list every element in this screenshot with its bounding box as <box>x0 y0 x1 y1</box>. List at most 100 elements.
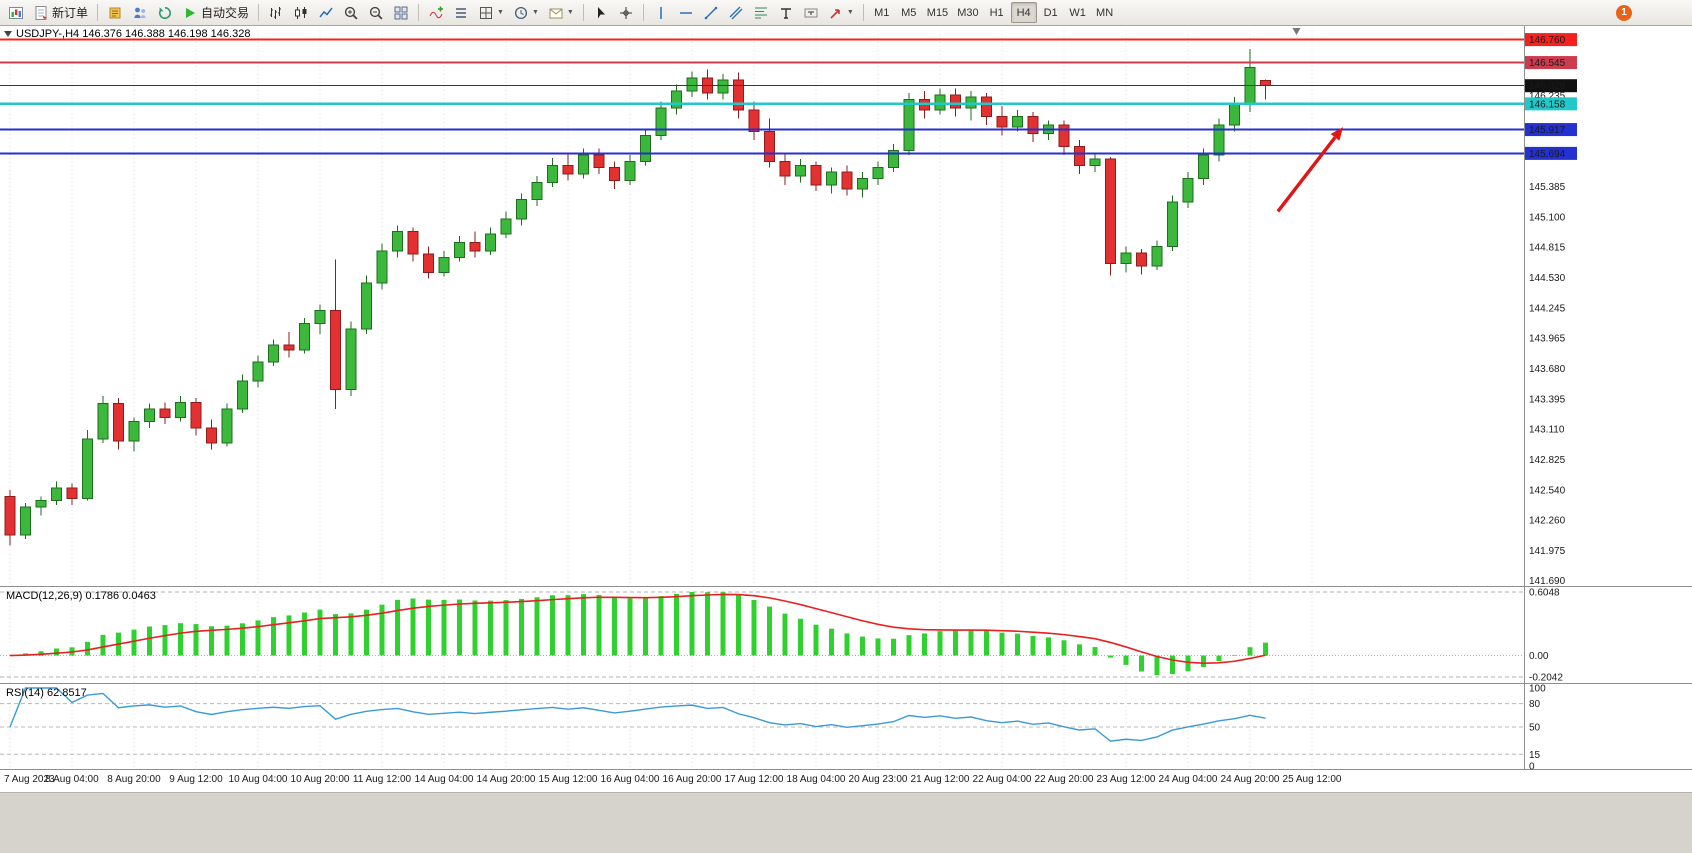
indicators-button[interactable] <box>424 2 448 23</box>
time-axis-label: 8 Aug 20:00 <box>107 774 161 785</box>
time-axis-label: 9 Aug 12:00 <box>169 774 223 785</box>
cursor-button[interactable] <box>589 2 613 23</box>
candle <box>4 495 16 536</box>
crosshair-button[interactable] <box>614 2 638 23</box>
periods-icon <box>514 6 528 19</box>
toolbar-separator <box>642 4 644 21</box>
grid-objects-button[interactable]: ▼ <box>474 2 508 23</box>
candle <box>872 167 884 179</box>
new-order-button[interactable]: 新订单 <box>29 2 92 23</box>
trend-arrow-head[interactable] <box>1330 127 1343 141</box>
zoom-in-button[interactable] <box>339 2 363 23</box>
candle <box>593 154 605 169</box>
price-chart[interactable]: 146.235 145.385 145.100 144.815 144.530 144.2… <box>0 26 1692 792</box>
terminal-icon <box>159 6 171 19</box>
rsi-axis-label: 50 <box>1529 723 1541 734</box>
candle <box>857 177 868 190</box>
notification-badge[interactable]: 1 <box>1616 4 1632 21</box>
candle <box>206 427 217 444</box>
tile-windows-button[interactable] <box>389 2 413 23</box>
indicator-list-icon <box>456 7 467 18</box>
price-axis-label: 143.395 <box>1529 394 1566 405</box>
price-badge <box>1525 123 1577 137</box>
toolbar-separator <box>418 4 420 21</box>
timeframe-m1[interactable]: M1 <box>869 2 895 23</box>
time-axis-label: 25 Aug 12:00 <box>1283 774 1342 785</box>
trend-arrow-line[interactable] <box>1276 136 1337 213</box>
time-axis-label: 11 Aug 12:00 <box>353 774 412 785</box>
channel-button[interactable] <box>724 2 748 23</box>
candle <box>500 218 512 235</box>
terminal-button[interactable] <box>153 2 177 23</box>
dropdown-caret-icon: ▼ <box>846 9 854 16</box>
candlestick-chart-button[interactable] <box>289 2 313 23</box>
arrow-tool-button[interactable]: ▼ <box>824 2 858 23</box>
price-badge <box>1525 97 1577 111</box>
time-axis-label: 24 Aug 04:00 <box>1159 774 1218 785</box>
text-label-button[interactable] <box>799 2 823 23</box>
one-click-trading-toggle[interactable] <box>4 31 12 37</box>
zoom-out-button[interactable] <box>364 2 388 23</box>
price-badge <box>1525 79 1577 93</box>
timeframe-d1[interactable]: D1 <box>1038 2 1064 23</box>
toolbar-group-standard: 新订单 <box>4 2 92 23</box>
price-axis[interactable]: 146.235 145.385 145.100 144.815 144.530 144.2… <box>1525 33 1577 773</box>
candle <box>981 96 992 117</box>
vertical-line-button[interactable] <box>649 2 673 23</box>
trendline-button[interactable] <box>699 2 723 23</box>
timeframe-m30[interactable]: M30 <box>953 2 982 23</box>
mail-button[interactable]: ▼ <box>544 2 578 23</box>
periods-button[interactable]: ▼ <box>509 2 543 23</box>
dropdown-caret-icon: ▼ <box>497 9 504 16</box>
timeframe-mn[interactable]: MN <box>1092 2 1118 23</box>
macd-pane <box>0 591 1524 678</box>
trendline-icon <box>704 6 718 19</box>
line-chart-button[interactable] <box>314 2 338 23</box>
time-axis-label: 17 Aug 12:00 <box>725 774 784 785</box>
navigator-button[interactable] <box>128 2 152 23</box>
candle <box>1260 80 1271 87</box>
candle <box>795 165 806 177</box>
autotrading-button[interactable]: 自动交易 <box>178 2 253 23</box>
timeframe-w1[interactable]: W1 <box>1065 2 1091 23</box>
text-button[interactable] <box>774 2 798 23</box>
price-axis-label: 141.690 <box>1529 576 1566 587</box>
candle <box>144 408 155 423</box>
bar-chart-button[interactable] <box>264 2 288 23</box>
metaeditor-icon <box>109 7 121 18</box>
timeframe-m15[interactable]: M15 <box>923 2 952 23</box>
candle <box>268 344 279 363</box>
fibonacci-button[interactable] <box>749 2 773 23</box>
time-axis-label: 14 Aug 04:00 <box>415 774 474 785</box>
candle <box>686 77 698 92</box>
new-chart-button[interactable] <box>4 2 28 23</box>
toolbar-group-indicators: ▼ ▼ ▼ <box>424 2 578 23</box>
price-badge <box>1525 33 1577 47</box>
metaeditor-button[interactable] <box>103 2 127 23</box>
candle <box>609 167 620 181</box>
candle <box>376 250 388 284</box>
toolbar-separator <box>862 4 864 21</box>
timeframe-h1[interactable]: H1 <box>984 2 1010 23</box>
timeframe-h4[interactable]: H4 <box>1010 2 1037 23</box>
timeframe-m5[interactable]: M5 <box>896 2 922 23</box>
time-axis-label: 20 Aug 23:00 <box>849 774 908 785</box>
indicator-list-button[interactable] <box>449 2 473 23</box>
time-axis-label: 22 Aug 04:00 <box>973 774 1032 785</box>
candle <box>1012 115 1023 128</box>
candle <box>82 438 93 500</box>
toolbar-group-charts <box>264 2 413 23</box>
new-order-label: 新订单 <box>52 6 89 20</box>
candle <box>779 160 791 177</box>
price-badge-label: 146.158 <box>1529 99 1566 110</box>
chart-shift-marker[interactable] <box>1292 28 1301 35</box>
horizontal-line-button[interactable] <box>674 2 698 23</box>
candle <box>1105 158 1116 265</box>
dropdown-caret-icon: ▼ <box>566 9 574 16</box>
candle <box>655 107 667 137</box>
price-badge-label: 145.917 <box>1529 125 1566 136</box>
candle <box>1229 103 1240 126</box>
toolbar: 新订单 自动交易 <box>0 0 1692 26</box>
autotrading-label: 自动交易 <box>201 6 250 20</box>
